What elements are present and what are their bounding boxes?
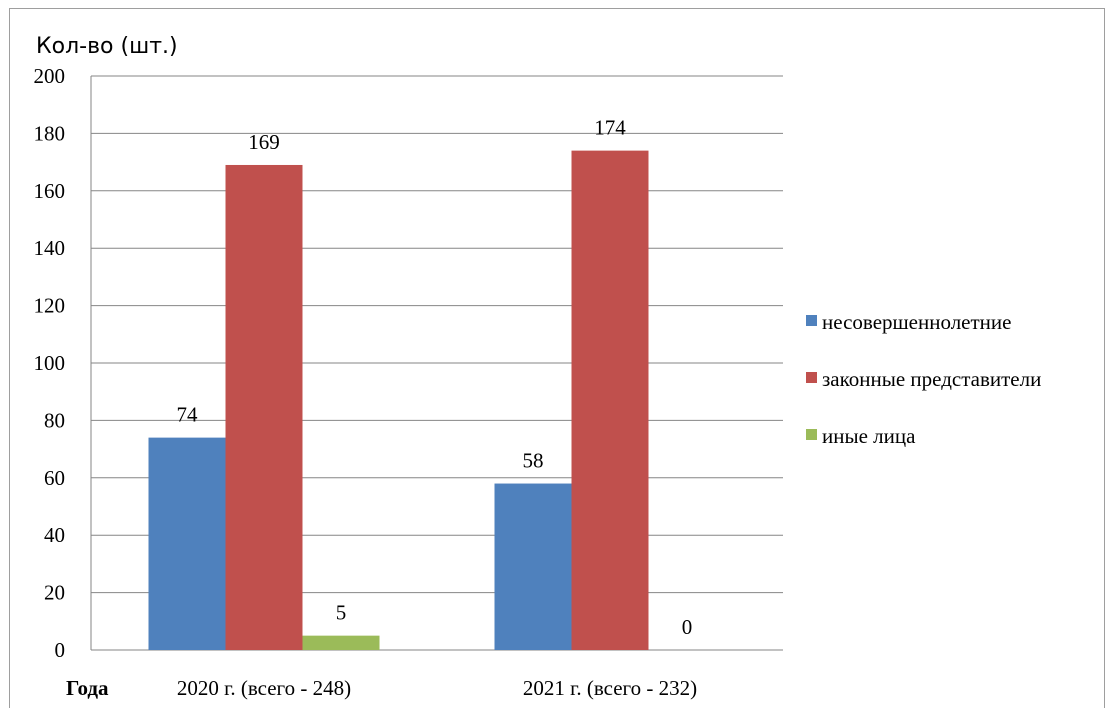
y-tick-label: 160 [34, 179, 66, 203]
y-tick-label: 100 [34, 351, 66, 375]
data-label: 169 [248, 130, 280, 154]
data-label: 58 [523, 449, 544, 473]
x-tick-label: 2020 г. (всего - 248) [177, 676, 351, 700]
y-tick-label: 120 [34, 294, 66, 318]
legend-label: иные лица [822, 424, 916, 448]
bar [494, 483, 572, 650]
y-tick-label: 140 [34, 236, 66, 260]
y-tick-label: 0 [55, 638, 66, 662]
bar [148, 437, 226, 650]
data-label: 0 [682, 615, 693, 639]
y-tick-label: 200 [34, 64, 66, 88]
x-axis-label: Года [66, 676, 109, 700]
legend-swatch [806, 429, 817, 440]
data-label: 5 [336, 601, 347, 625]
bar [225, 164, 303, 650]
data-labels: 74 169 5 58 174 0 [177, 116, 693, 639]
y-tick-label: 180 [34, 121, 66, 145]
y-tick-label: 20 [44, 581, 65, 605]
data-label: 174 [594, 116, 626, 140]
legend: несовершеннолетние законные представители… [806, 310, 1041, 448]
legend-label: несовершеннолетние [822, 310, 1011, 334]
bars [148, 150, 649, 650]
y-tick-label: 80 [44, 408, 65, 432]
y-tick-label: 60 [44, 466, 65, 490]
y-axis-label: Кол-во (шт.) [36, 34, 178, 59]
y-tick-label: 40 [44, 523, 65, 547]
x-tick-labels: 2020 г. (всего - 248) 2021 г. (всего - 23… [177, 676, 697, 700]
legend-swatch [806, 372, 817, 383]
y-tick-labels: 0 20 40 60 80 100 120 140 160 180 200 [34, 64, 66, 662]
bar [571, 150, 649, 650]
chart-frame [9, 8, 1105, 708]
legend-label: законные представители [822, 367, 1041, 391]
data-label: 74 [177, 403, 199, 427]
bar [302, 635, 380, 650]
legend-swatch [806, 315, 817, 326]
x-tick-label: 2021 г. (всего - 232) [523, 676, 697, 700]
